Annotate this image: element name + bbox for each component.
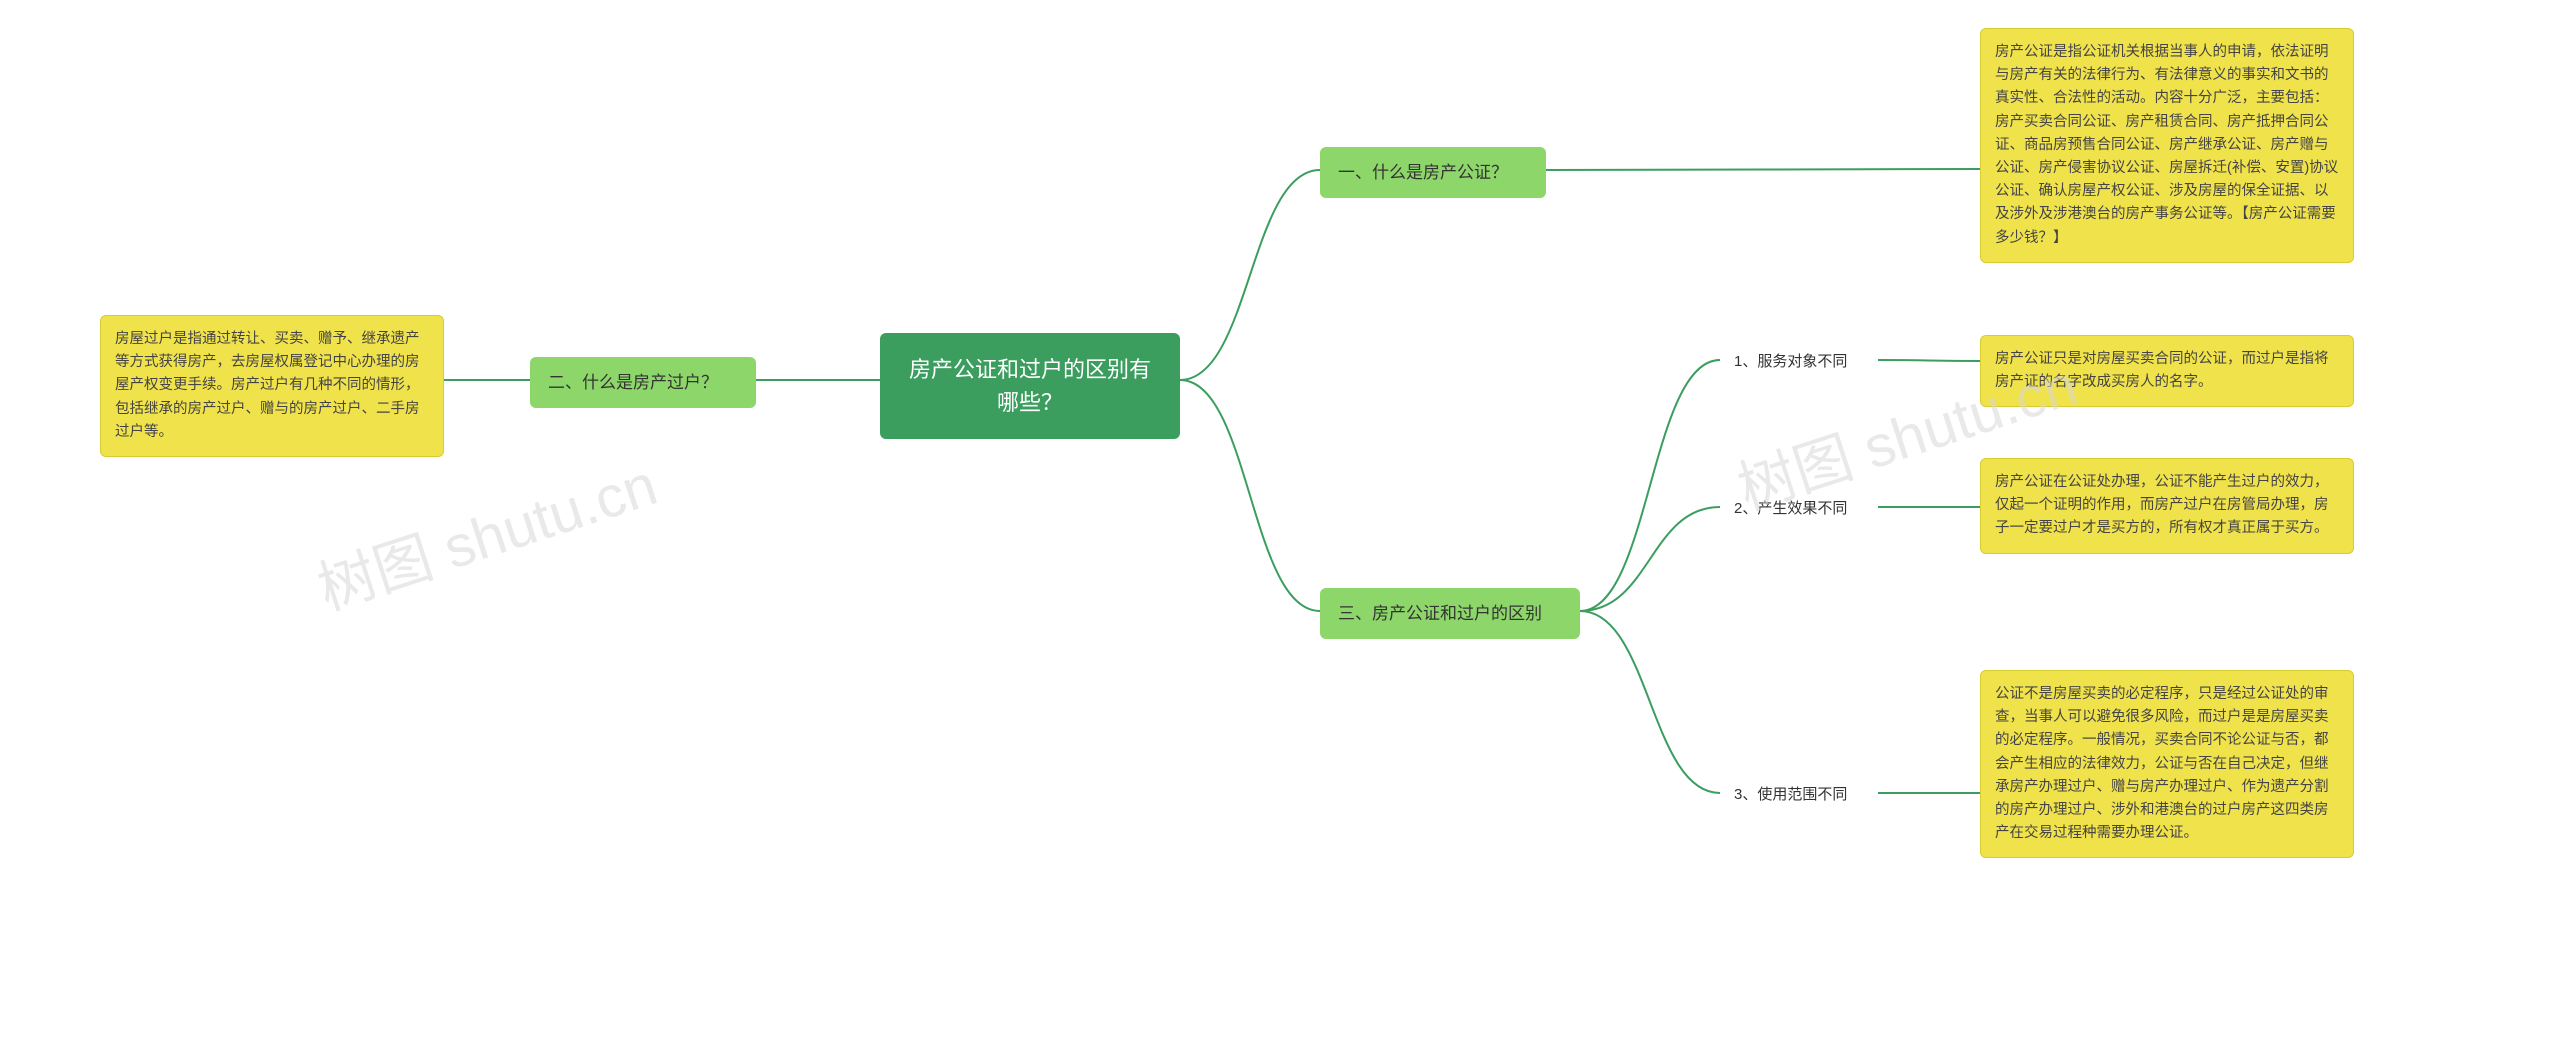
root-title-line2: 哪些？ [997, 390, 1063, 415]
leaf-text: 房产公证是指公证机关根据当事人的申请，依法证明与房产有关的法律行为、有法律意义的… [1995, 44, 2338, 246]
leaf-text: 公证不是房屋买卖的必定程序，只是经过公证处的审查，当事人可以避免很多风险，而过户… [1995, 686, 2329, 841]
root-title-line1: 房产公证和过户的区别有 [909, 357, 1151, 382]
mindmap-root[interactable]: 房产公证和过户的区别有 哪些？ [880, 333, 1180, 439]
leaf-diff-effect: 房产公证在公证处办理，公证不能产生过户的效力，仅起一个证明的作用，而房产过户在房… [1980, 458, 2354, 554]
leaf-diff-scope: 公证不是房屋买卖的必定程序，只是经过公证处的审查，当事人可以避免很多风险，而过户… [1980, 670, 2354, 858]
branch-what-is-transfer[interactable]: 二、什么是房产过户？ [530, 357, 756, 408]
leaf-diff-service-object: 房产公证只是对房屋买卖合同的公证，而过户是指将房产证的名字改成买房人的名字。 [1980, 335, 2354, 407]
branch-label: 一、什么是房产公证？ [1338, 163, 1508, 182]
sub-service-object[interactable]: 1、服务对象不同 [1720, 342, 1861, 382]
branch-differences[interactable]: 三、房产公证和过户的区别 [1320, 588, 1580, 639]
leaf-text: 房屋过户是指通过转让、买卖、赠予、继承遗产等方式获得房产，去房屋权属登记中心办理… [115, 331, 420, 440]
branch-label: 二、什么是房产过户？ [548, 373, 718, 392]
branch-label: 三、房产公证和过户的区别 [1338, 604, 1542, 623]
leaf-text: 房产公证只是对房屋买卖合同的公证，而过户是指将房产证的名字改成买房人的名字。 [1995, 351, 2329, 390]
branch-what-is-notarization[interactable]: 一、什么是房产公证？ [1320, 147, 1546, 198]
sub-label: 3、使用范围不同 [1734, 786, 1847, 803]
sub-effect[interactable]: 2、产生效果不同 [1720, 489, 1861, 529]
leaf-text: 房产公证在公证处办理，公证不能产生过户的效力，仅起一个证明的作用，而房产过户在房… [1995, 474, 2329, 536]
sub-scope[interactable]: 3、使用范围不同 [1720, 775, 1861, 815]
leaf-notarization-desc: 房产公证是指公证机关根据当事人的申请，依法证明与房产有关的法律行为、有法律意义的… [1980, 28, 2354, 263]
watermark: 树图 shutu.cn [306, 438, 666, 626]
sub-label: 2、产生效果不同 [1734, 500, 1847, 517]
sub-label: 1、服务对象不同 [1734, 353, 1847, 370]
leaf-transfer-desc: 房屋过户是指通过转让、买卖、赠予、继承遗产等方式获得房产，去房屋权属登记中心办理… [100, 315, 444, 457]
